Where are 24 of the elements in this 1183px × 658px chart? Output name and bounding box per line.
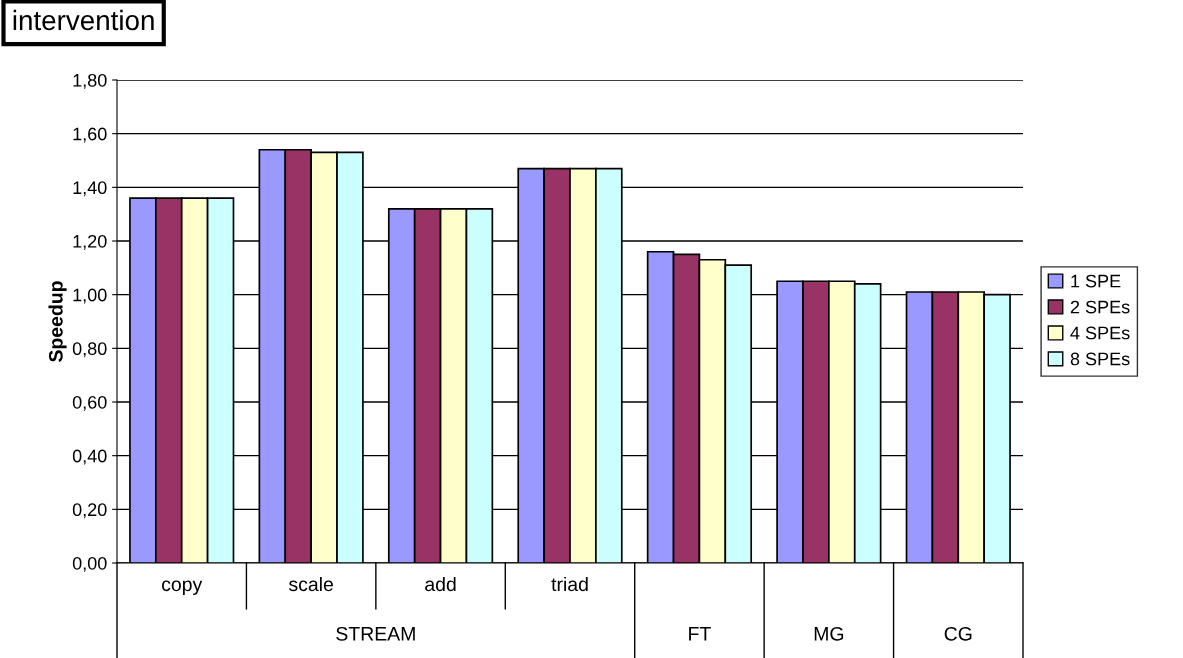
y-tick-label: 1,40 bbox=[73, 181, 107, 197]
y-tick-label: 0,20 bbox=[72, 503, 107, 519]
y-tick-label: 1,80 bbox=[73, 73, 107, 89]
legend-label: 8 SPEs bbox=[1070, 352, 1130, 366]
x-tick-label: add bbox=[425, 576, 456, 592]
y-tick-label: 0,40 bbox=[72, 449, 107, 465]
y-tick-label: 0,60 bbox=[72, 395, 107, 411]
legend-label: 2 SPEs bbox=[1070, 300, 1130, 314]
y-tick-label: 0,80 bbox=[72, 342, 107, 358]
y-tick-label: 1,00 bbox=[73, 288, 107, 304]
y-axis-title: Speedup bbox=[48, 281, 67, 362]
x-tick-label: MG bbox=[814, 626, 844, 641]
text: STREAM bbox=[336, 626, 415, 641]
x-tick-label: copy bbox=[162, 580, 203, 596]
legend-label: 1 SPE bbox=[1071, 274, 1121, 288]
x-tick-label: CG bbox=[944, 626, 972, 641]
y-tick-label: 0,00 bbox=[72, 556, 107, 572]
legend-label: 4 SPEs bbox=[1070, 326, 1130, 340]
text: intervention bbox=[13, 9, 154, 31]
x-tick-label: scale bbox=[288, 576, 333, 592]
y-tick-label: 1,60 bbox=[73, 127, 107, 143]
y-tick-label: 1,20 bbox=[73, 234, 107, 250]
x-tick-label: triad bbox=[551, 576, 588, 592]
x-tick-label: FT bbox=[689, 627, 711, 641]
